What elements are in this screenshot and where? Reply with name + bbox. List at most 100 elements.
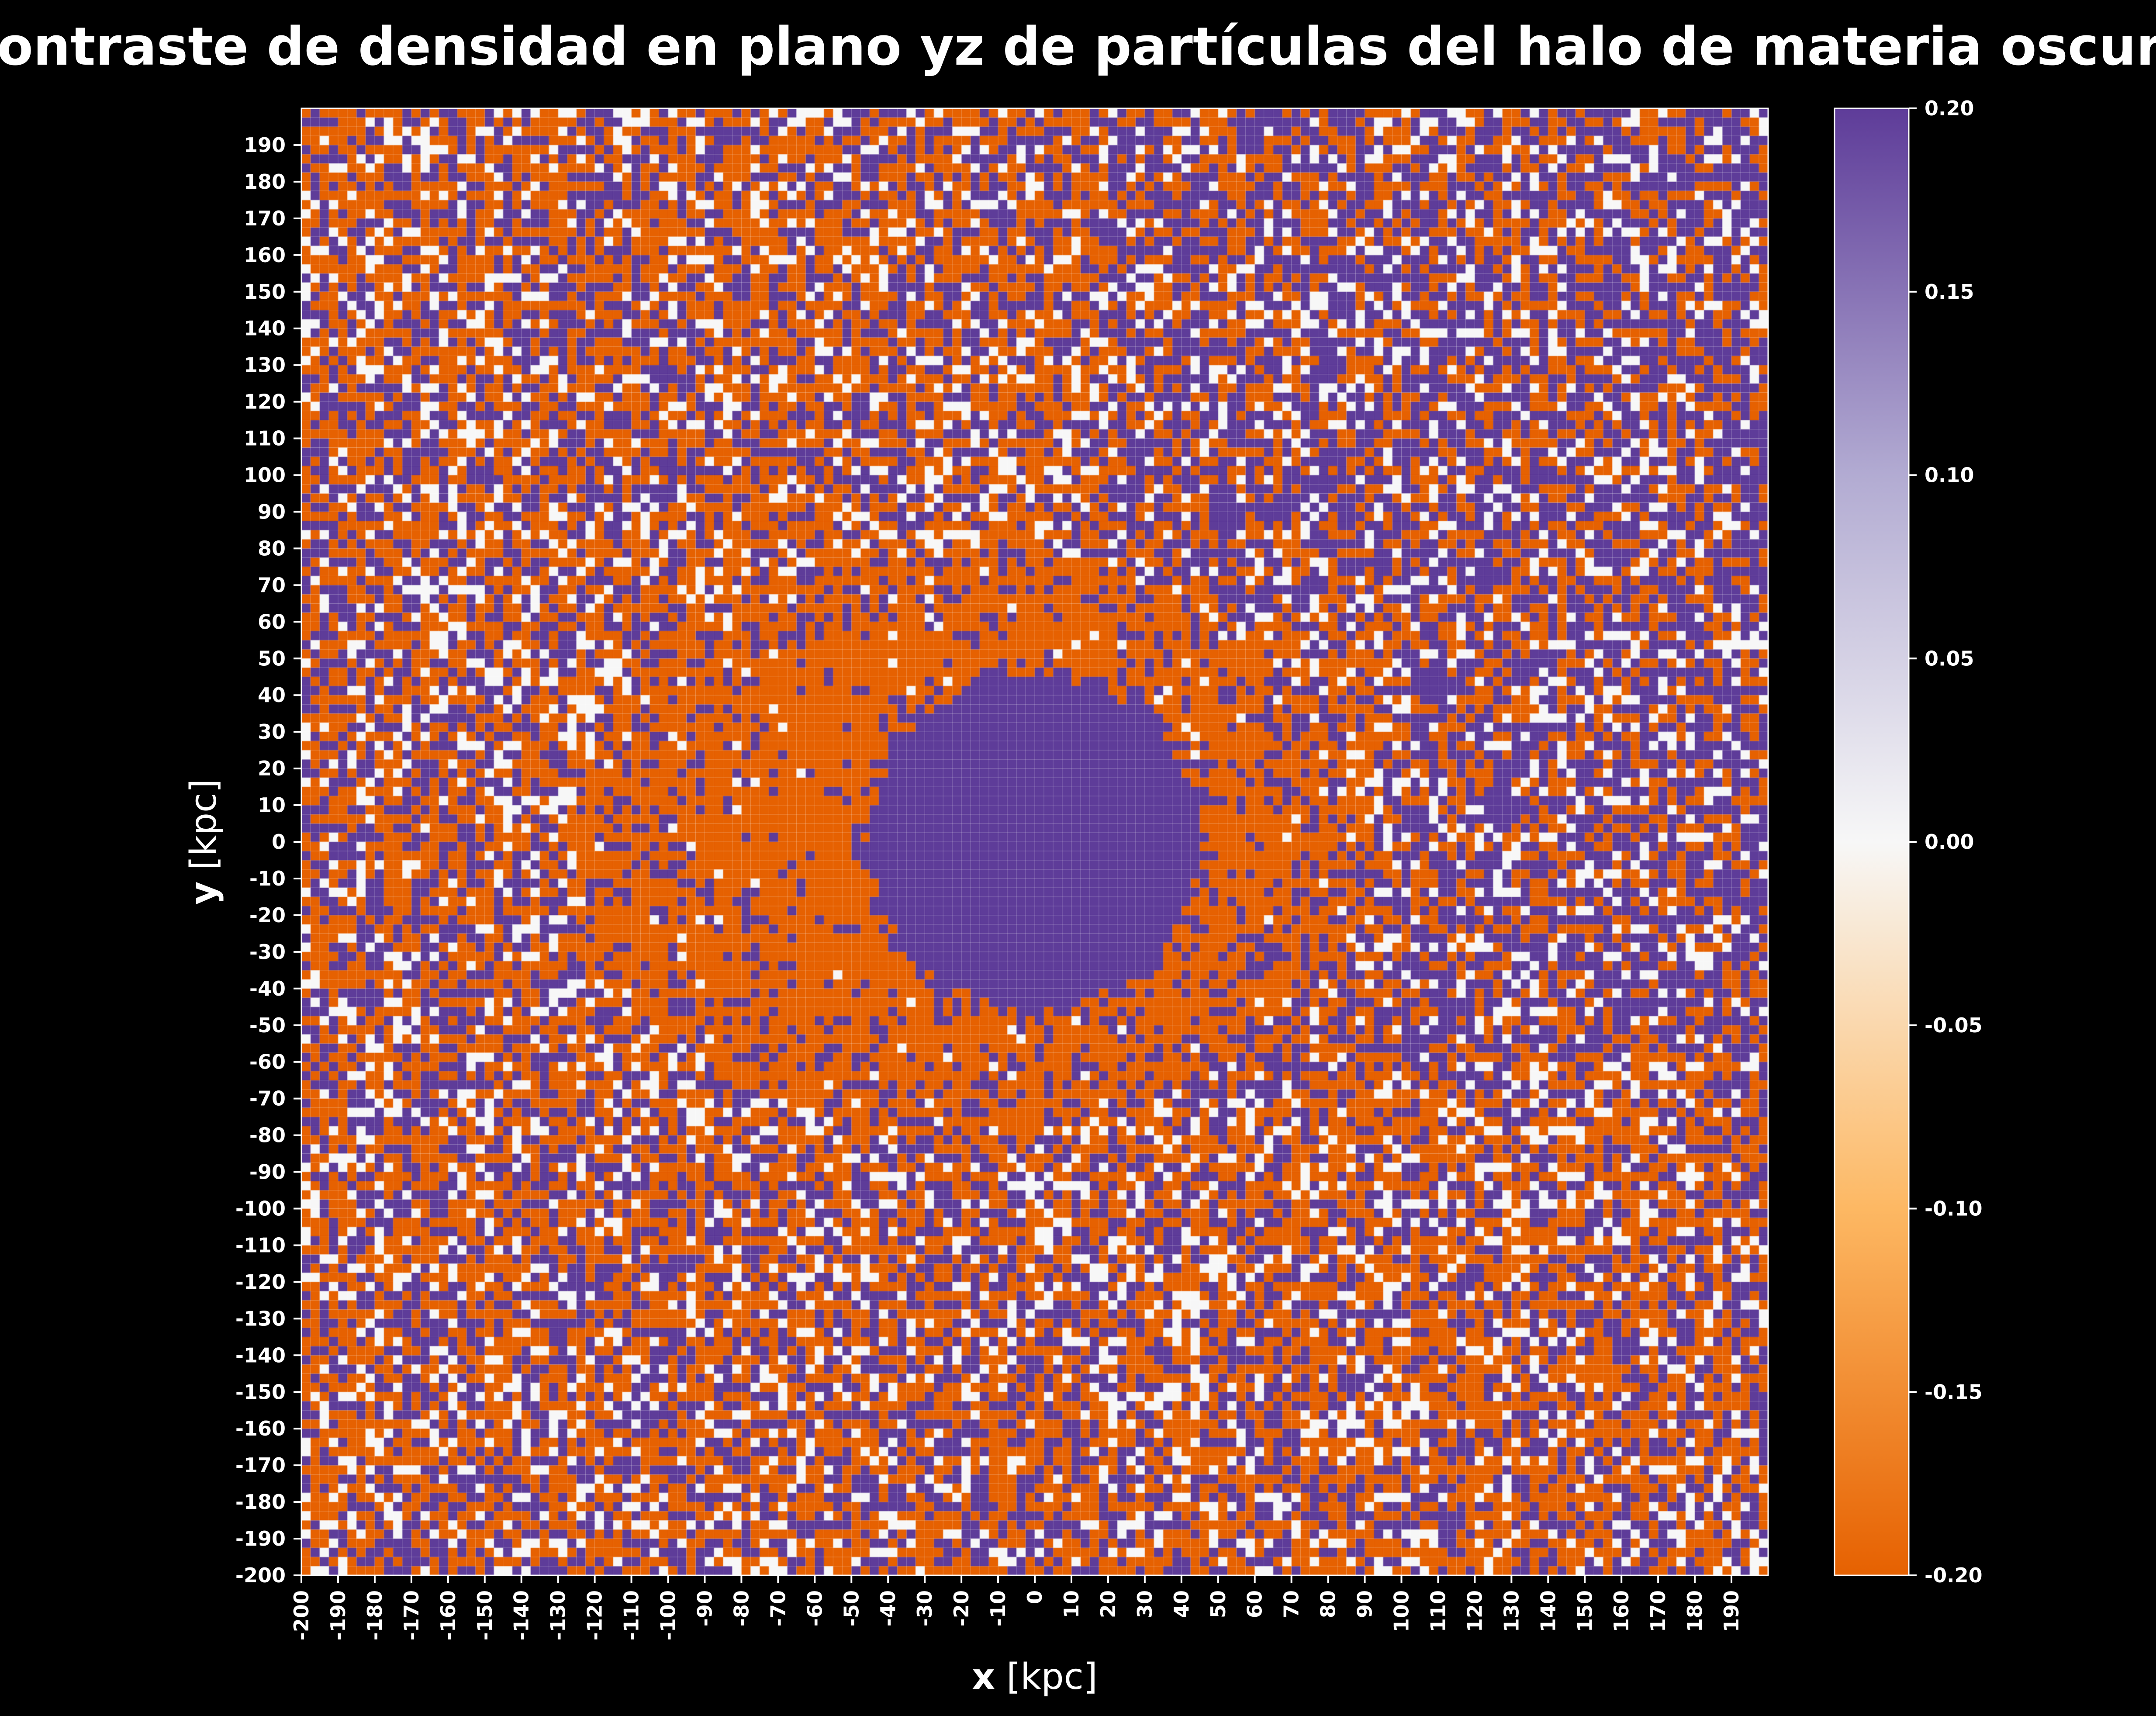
x-tick-label: 160: [1610, 1590, 1633, 1632]
x-tick-label: 20: [1096, 1590, 1120, 1618]
y-tick-label: 140: [244, 317, 286, 340]
x-tick-label: -80: [729, 1590, 753, 1626]
y-tick-label: -200: [235, 1564, 286, 1587]
y-tick-label: -160: [235, 1417, 286, 1440]
x-tick-label: -10: [986, 1590, 1010, 1626]
x-tick-label: 170: [1646, 1590, 1670, 1632]
x-tick-label: -110: [620, 1590, 643, 1640]
x-tick-label: 100: [1390, 1590, 1413, 1632]
x-tick-label: 150: [1573, 1590, 1596, 1632]
x-tick-label: 110: [1426, 1590, 1450, 1632]
colorbar-tick-label: -0.15: [1925, 1380, 1983, 1404]
y-tick-label: 100: [244, 464, 286, 487]
colorbar-ticks: -0.20 -0.15 -0.10 -0.05 0.00 0.05 0.10 0.15 0.20: [1909, 97, 1983, 1587]
x-tick-label: -130: [546, 1590, 570, 1640]
y-tick-label: 70: [258, 573, 286, 597]
x-tick-label: 60: [1243, 1590, 1267, 1618]
colorbar-tick-label: 0.15: [1925, 280, 1974, 304]
x-tick-label: 80: [1316, 1590, 1340, 1618]
x-tick-label: -70: [766, 1590, 790, 1626]
y-tick-label: 150: [244, 280, 286, 304]
y-tick-label: -190: [235, 1527, 286, 1550]
colorbar-tick-label: -0.20: [1925, 1564, 1983, 1587]
y-tick-label: -20: [249, 903, 286, 927]
x-tick-label: 190: [1720, 1590, 1743, 1632]
y-tick-label: -170: [235, 1453, 286, 1477]
y-tick-label: 170: [244, 207, 286, 230]
x-tick-label: 130: [1500, 1590, 1523, 1632]
x-tick-label: -140: [510, 1590, 533, 1640]
colorbar-tick-label: 0.05: [1925, 647, 1974, 670]
y-tick-label: 130: [244, 353, 286, 377]
x-tick-label: -120: [583, 1590, 607, 1640]
colorbar: -0.20 -0.15 -0.10 -0.05 0.00 0.05 0.10 0.15 0.20: [1834, 97, 1983, 1587]
y-tick-label: 160: [244, 243, 286, 267]
y-tick-label: -40: [249, 977, 286, 1000]
colorbar-tick-label: -0.10: [1925, 1197, 1983, 1221]
density-contrast-heatmap: [301, 108, 1768, 1575]
y-tick-label: -110: [235, 1233, 286, 1257]
x-tick-label: 50: [1206, 1590, 1230, 1618]
y-axis-symbol: y: [183, 882, 225, 905]
grid-lines: [301, 108, 1768, 1575]
x-tick-label: 10: [1060, 1590, 1083, 1618]
x-tick-label: -20: [950, 1590, 973, 1626]
y-tick-label: -50: [249, 1014, 286, 1037]
x-tick-label: -40: [876, 1590, 900, 1626]
y-tick-label: -180: [235, 1490, 286, 1514]
x-tick-label: 40: [1170, 1590, 1193, 1618]
colorbar-tick-label: -0.05: [1925, 1014, 1983, 1037]
x-tick-label: 0: [1023, 1590, 1047, 1604]
x-tick-label: -150: [473, 1590, 497, 1640]
y-tick-label: -130: [235, 1307, 286, 1330]
colorbar-tick-label: 0.20: [1925, 97, 1974, 120]
y-tick-label: -70: [249, 1087, 286, 1111]
x-tick-label: -170: [400, 1590, 423, 1640]
y-tick-label: 40: [258, 683, 286, 707]
x-tick-label: -60: [803, 1590, 826, 1626]
x-tick-label: -160: [436, 1590, 460, 1640]
y-tick-label: 60: [258, 610, 286, 633]
x-tick-label: -30: [913, 1590, 936, 1626]
colorbar-tick-label: 0.10: [1925, 464, 1974, 487]
x-tick-label: -180: [363, 1590, 387, 1640]
x-axis-ticks: -200 -190 -180 -170 -160 -150 -140 -130 -120 -110…: [290, 1575, 1743, 1640]
y-tick-label: 10: [258, 793, 286, 817]
plot-area: [301, 107, 1769, 1576]
y-tick-label: -90: [249, 1160, 286, 1184]
y-tick-label: 80: [258, 536, 286, 560]
x-axis-unit: [kpc]: [1006, 1656, 1098, 1698]
y-tick-label: -150: [235, 1380, 286, 1404]
y-tick-label: -80: [249, 1124, 286, 1147]
x-axis-symbol: x: [972, 1656, 995, 1698]
x-tick-label: 70: [1280, 1590, 1303, 1618]
y-tick-label: 110: [244, 427, 286, 450]
x-tick-label: -190: [326, 1590, 350, 1640]
colorbar-gradient: [1834, 107, 1910, 1576]
x-tick-label: 30: [1133, 1590, 1157, 1618]
x-tick-label: -100: [656, 1590, 680, 1640]
y-tick-label: 120: [244, 390, 286, 414]
colorbar-tick-label: 0.00: [1925, 830, 1974, 854]
y-tick-label: -10: [249, 867, 286, 890]
y-tick-label: -120: [235, 1270, 286, 1294]
y-axis-ticks: -200-190-180-170-160-150-140-130-120-110…: [235, 133, 301, 1587]
y-tick-label: -60: [249, 1050, 286, 1074]
y-axis-unit: [kpc]: [183, 779, 225, 870]
x-tick-label: -90: [693, 1590, 716, 1626]
x-tick-label: 120: [1463, 1590, 1486, 1632]
y-axis-label: y [kpc]: [183, 779, 225, 905]
y-tick-label: 0: [272, 830, 286, 854]
y-tick-label: 20: [258, 757, 286, 780]
y-tick-label: -30: [249, 940, 286, 964]
y-tick-label: 190: [244, 133, 286, 157]
y-tick-label: -100: [235, 1197, 286, 1221]
x-tick-label: 140: [1536, 1590, 1560, 1632]
x-tick-label: -50: [840, 1590, 863, 1626]
x-tick-label: 90: [1353, 1590, 1377, 1618]
y-tick-label: 90: [258, 500, 286, 523]
chart-title: Contraste de densidad en plano yz de par…: [0, 17, 2156, 77]
x-tick-label: -200: [290, 1590, 313, 1640]
y-tick-label: 30: [258, 720, 286, 744]
